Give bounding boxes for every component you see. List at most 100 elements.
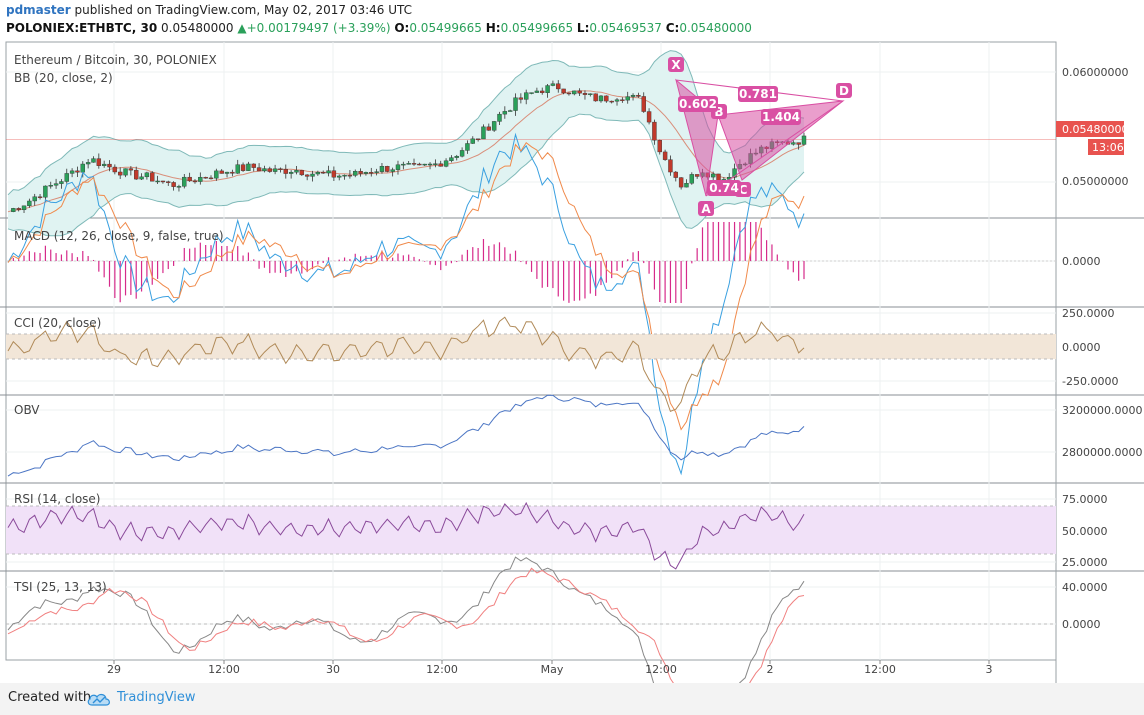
- candle-body: [299, 170, 305, 176]
- candle-body: [203, 176, 208, 179]
- ratio-xad-badge: [738, 86, 778, 102]
- obv-pane-title: OBV: [14, 403, 40, 417]
- candle-body: [475, 138, 481, 141]
- candle-body: [534, 90, 540, 93]
- candle-body: [646, 111, 652, 123]
- chart-grid: [0, 41, 1144, 683]
- tsi-line: [7, 556, 805, 683]
- candle-body: [491, 121, 497, 131]
- candle-body: [160, 180, 166, 183]
- pattern-point-a: [698, 201, 714, 216]
- cci-line: [7, 316, 805, 413]
- candle-body: [53, 183, 59, 186]
- candle-body: [593, 93, 598, 102]
- candle-body: [657, 140, 662, 153]
- candle-body: [454, 156, 459, 158]
- candle-body: [636, 94, 641, 97]
- candle-body: [358, 171, 363, 174]
- candle-body: [796, 142, 801, 145]
- time-tick: 12:00: [645, 663, 677, 676]
- chart-canvas[interactable]: Ethereum / Bitcoin, 30, POLONIEX BB (20,…: [0, 40, 1144, 683]
- candle-body: [572, 90, 577, 95]
- candle-body: [369, 172, 374, 174]
- candle-body: [134, 169, 139, 180]
- rsi-tick: 50.0000: [1062, 525, 1108, 538]
- rsi-line: [7, 501, 805, 570]
- candle-body: [278, 168, 283, 170]
- candle-body: [449, 157, 454, 161]
- published-text: published on TradingView.com, May 02, 20…: [74, 3, 413, 17]
- candle-body: [288, 171, 294, 174]
- time-tick: 29: [107, 663, 121, 676]
- candle-body: [524, 92, 529, 100]
- candle-body: [625, 96, 630, 101]
- candle-body: [64, 173, 69, 182]
- price-tick: 0.05000000: [1062, 175, 1128, 188]
- candle-body: [246, 163, 251, 171]
- pattern-point-x-label: X: [671, 58, 681, 72]
- bollinger-lower-line: [7, 113, 805, 237]
- candle-body: [326, 170, 331, 174]
- candle-body: [294, 170, 299, 173]
- time-tick: May: [541, 663, 564, 676]
- candle-body: [43, 185, 48, 198]
- bollinger-basis-line: [7, 90, 805, 213]
- last-price-value: 0.05480000: [161, 21, 234, 35]
- candle-body: [630, 94, 636, 97]
- pattern-point-c-label: C: [739, 183, 748, 197]
- candle-body: [438, 163, 443, 167]
- candle-body: [101, 163, 107, 166]
- ratio-bcd-badge: [761, 109, 801, 125]
- candle-body: [192, 180, 198, 183]
- candle-body: [59, 181, 64, 184]
- candle-body: [614, 99, 620, 102]
- candle-body: [214, 170, 219, 179]
- price-axis[interactable]: 0.06000000 0.05000000 0.05480000 13:06: [1056, 66, 1128, 188]
- cci-tick: 250.0000: [1062, 307, 1115, 320]
- candle-body: [529, 92, 534, 94]
- candle-body: [91, 158, 96, 163]
- candle-body: [486, 126, 492, 131]
- candle-body: [411, 163, 417, 165]
- publisher-username[interactable]: pdmaster: [6, 3, 71, 17]
- candle-body: [123, 168, 128, 176]
- obv-tick: 2800000.0000: [1062, 446, 1142, 459]
- time-axis[interactable]: 29 12:00 30 12:00 May 12:00 2 12:00 3: [107, 663, 993, 676]
- candle-body: [315, 171, 321, 175]
- candle-body: [251, 163, 256, 168]
- candle-body: [390, 169, 395, 172]
- candle-body: [406, 163, 411, 165]
- xabcd-pattern[interactable]: X A B C D 0.602 0.781 1.404 0.74: [668, 57, 852, 216]
- tradingview-link[interactable]: TradingView: [117, 690, 196, 705]
- candle-body: [433, 163, 438, 165]
- high-label: H:: [485, 21, 501, 35]
- candle-body: [417, 163, 422, 166]
- created-with-label: Created with: [8, 690, 92, 705]
- candle-body: [16, 208, 21, 211]
- candle-body: [588, 93, 593, 95]
- cci-pane-title: CCI (20, close): [14, 316, 101, 330]
- candle-body: [272, 168, 278, 172]
- close-label: C:: [665, 21, 680, 35]
- candle-body: [256, 167, 262, 172]
- publisher-line: pdmaster published on TradingView.com, M…: [6, 3, 412, 19]
- candle-body: [262, 168, 267, 172]
- candle-body: [684, 183, 689, 188]
- candle-body: [427, 163, 433, 166]
- candle-body: [598, 95, 604, 102]
- ratio-abc-badge: [707, 180, 741, 196]
- time-tick: 12:00: [426, 663, 458, 676]
- candle-body: [48, 185, 53, 187]
- candle-body: [27, 200, 32, 207]
- candle-body: [304, 174, 310, 177]
- tradingview-cloud-icon[interactable]: [86, 689, 112, 709]
- indicator-panes: [6, 50, 1056, 683]
- candle-body: [182, 176, 187, 187]
- candle-body: [342, 174, 347, 177]
- candle-body: [310, 173, 315, 177]
- candle-body: [694, 174, 700, 177]
- pattern-point-d-label: D: [839, 84, 849, 98]
- candle-body: [374, 171, 379, 173]
- candle-body: [363, 172, 369, 174]
- candle-body: [37, 196, 43, 198]
